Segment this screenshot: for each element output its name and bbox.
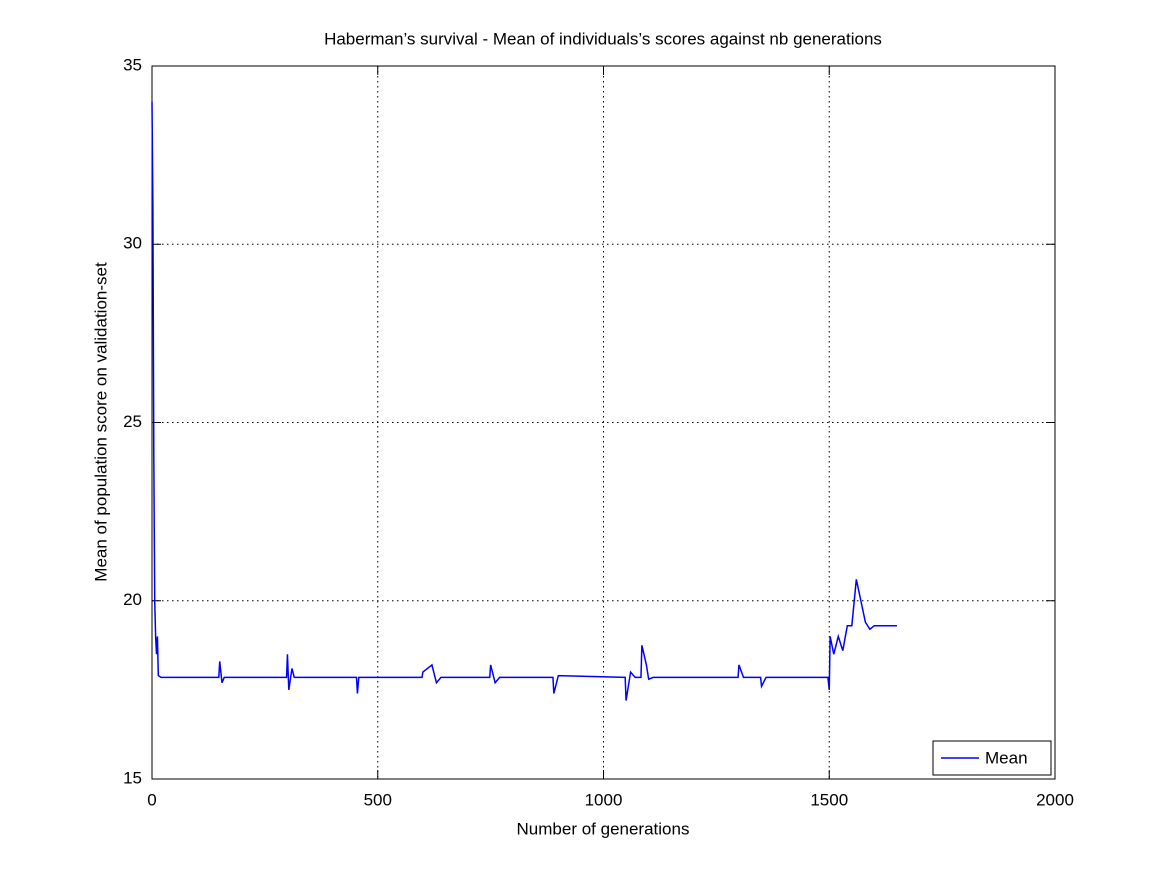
y-tick-label: 25 [123, 412, 142, 431]
x-tick-label: 2000 [1036, 790, 1074, 809]
x-tick-label: 500 [364, 790, 392, 809]
y-tick-label: 15 [123, 768, 142, 787]
chart-title: Haberman’s survival - Mean of individual… [324, 29, 882, 48]
data-line [151, 101, 897, 701]
x-tick-label: 1000 [585, 790, 623, 809]
legend-label: Mean [985, 748, 1028, 767]
y-tick-label: 20 [123, 590, 142, 609]
x-tick-label: 0 [147, 790, 156, 809]
y-tick-label: 30 [123, 234, 142, 253]
x-tick-label: 1500 [810, 790, 848, 809]
y-axis-label: Mean of population score on validation-s… [91, 262, 110, 582]
x-axis-label: Number of generations [517, 819, 690, 838]
plot-frame [151, 65, 1056, 780]
y-tick-label: 35 [123, 55, 142, 74]
